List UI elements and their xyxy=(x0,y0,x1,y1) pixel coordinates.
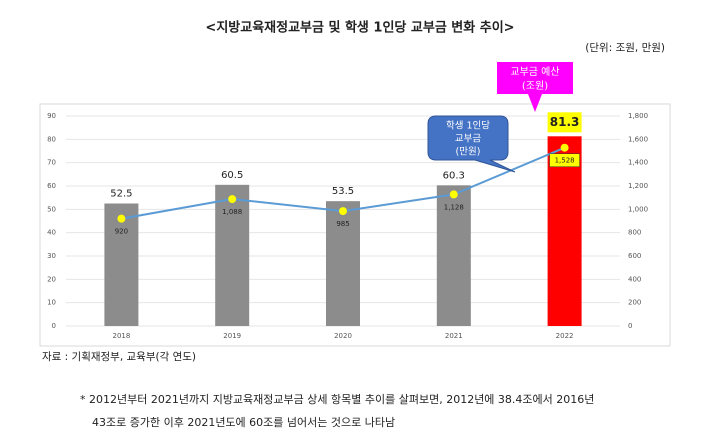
callout xyxy=(427,115,516,173)
y2-tick-label: 200 xyxy=(628,299,641,307)
line-marker xyxy=(339,207,347,216)
x-tick-label: 2022 xyxy=(556,332,574,340)
line-value-label: 1,528 xyxy=(555,157,575,165)
bar xyxy=(104,203,139,326)
bar-value-label: 53.5 xyxy=(332,186,354,197)
y2-tick-label: 600 xyxy=(628,252,641,260)
bar-value-label: 81.3 xyxy=(550,115,580,129)
line-value-label: 985 xyxy=(336,220,349,228)
y-tick-label: 10 xyxy=(47,299,56,307)
y-tick-label: 80 xyxy=(47,135,56,143)
bar-value-label: 60.3 xyxy=(443,170,465,181)
x-tick-label: 2021 xyxy=(445,332,463,340)
y2-tick-label: 1,400 xyxy=(628,159,648,167)
footnote-line: 43조로 증가한 이후 2021년도에 60조를 넘어서는 것으로 나타남 xyxy=(92,416,395,429)
unit-note: (단위: 조원, 만원) xyxy=(585,41,665,54)
callout-text: 교부금 예산 xyxy=(510,66,559,78)
line-marker xyxy=(560,143,569,152)
y2-tick-label: 0 xyxy=(628,322,632,330)
y-tick-label: 30 xyxy=(47,252,56,260)
y2-tick-label: 1,200 xyxy=(628,182,648,190)
line-value-label: 1,128 xyxy=(444,203,464,211)
y-tick-label: 40 xyxy=(47,229,56,237)
x-tick-label: 2019 xyxy=(223,332,241,340)
bar-value-label: 60.5 xyxy=(221,170,243,181)
value-label-box xyxy=(549,153,580,167)
y2-tick-label: 800 xyxy=(628,229,641,237)
y2-tick-label: 400 xyxy=(628,275,641,283)
callout-text: 학생 1인당 xyxy=(446,121,490,132)
value-label-box xyxy=(547,112,582,133)
y-tick-label: 0 xyxy=(52,322,56,330)
line-value-label: 1,088 xyxy=(222,208,242,216)
x-tick-label: 2020 xyxy=(334,332,352,340)
footnote-line: * 2012년부터 2021년까지 지방교육재정교부금 상세 항목별 추이를 살… xyxy=(80,393,594,406)
title: <지방교육재정교부금 및 학생 1인당 교부금 변화 추이> xyxy=(205,20,514,36)
y2-tick-label: 1,000 xyxy=(628,205,648,213)
x-tick-label: 2018 xyxy=(112,332,130,340)
bar xyxy=(215,184,250,326)
y2-tick-label: 1,800 xyxy=(628,112,648,120)
line-marker xyxy=(228,195,237,204)
y-tick-label: 90 xyxy=(47,112,56,120)
callout xyxy=(497,62,573,112)
source: 자료 : 기획재정부, 교육부(각 연도) xyxy=(42,351,196,363)
y2-tick-label: 1,600 xyxy=(628,135,648,143)
bar-value-label: 52.5 xyxy=(110,189,132,200)
bar xyxy=(326,201,360,326)
line-marker xyxy=(117,214,126,223)
callout-text: (만원) xyxy=(456,147,481,158)
line-value-label: 920 xyxy=(115,228,128,236)
y-tick-label: 70 xyxy=(47,159,56,167)
bar xyxy=(547,136,582,326)
callout-text: 교부금 xyxy=(455,134,481,145)
y-tick-label: 60 xyxy=(47,182,56,190)
y-tick-label: 50 xyxy=(47,205,56,213)
bar xyxy=(436,185,471,326)
y-tick-label: 20 xyxy=(47,275,56,283)
line-marker xyxy=(449,190,458,199)
callout-text: (조원) xyxy=(522,80,548,92)
